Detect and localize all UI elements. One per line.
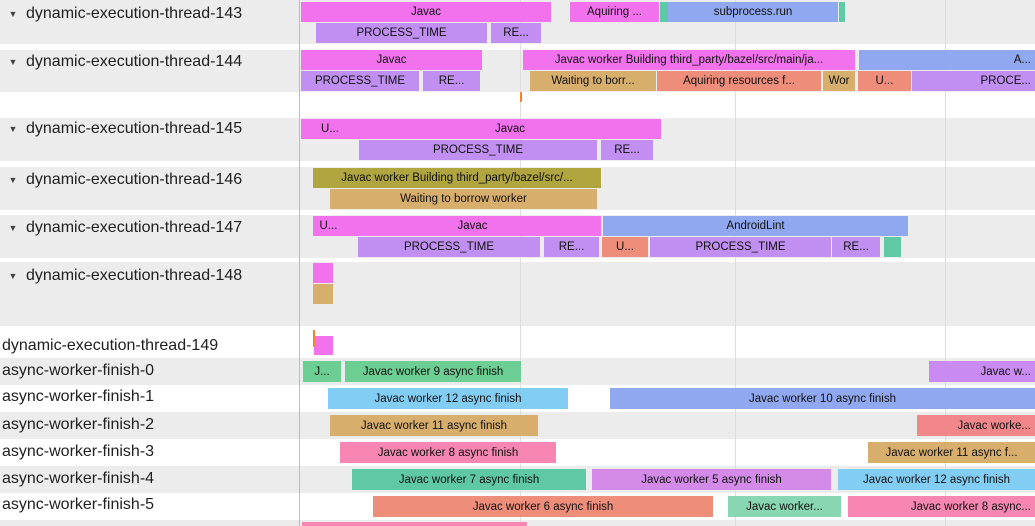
track-name: async-worker-finish-3 (2, 443, 155, 460)
slice[interactable]: Aquiring resources f... (657, 71, 821, 91)
track-name: async-worker-finish-1 (2, 388, 155, 405)
slice[interactable]: Javac worker 11 async f... (868, 442, 1035, 463)
slice[interactable]: PROCESS_TIME (358, 237, 540, 257)
slice[interactable]: Javac worker 6 async finish (373, 496, 713, 517)
slice[interactable] (660, 2, 668, 22)
track-band (0, 262, 1035, 326)
sidebar-item-dynamic-execution-thread-148[interactable]: ▼ dynamic-execution-thread-148 (0, 266, 299, 286)
slice[interactable]: Javac (301, 50, 482, 70)
slice[interactable]: Javac worker 11 async finish (330, 415, 538, 436)
slice[interactable]: RE... (491, 23, 541, 43)
track-name: async-worker-finish-2 (2, 416, 155, 433)
sidebar-item-async-worker-finish-5[interactable]: async-worker-finish-5 (0, 495, 299, 515)
expander-chevron-icon[interactable]: ▼ (8, 9, 18, 19)
slice[interactable]: PROCESS_TIME (650, 237, 831, 257)
slice[interactable]: Waiting to borrow worker (330, 189, 597, 209)
track-name: dynamic-execution-thread-149 (2, 337, 219, 354)
slice[interactable]: Javac worker Building third_party/bazel/… (523, 50, 855, 70)
slice[interactable]: subprocess.run (668, 2, 838, 22)
slice[interactable]: U... (858, 71, 911, 91)
slice[interactable]: J... (303, 361, 341, 382)
slice[interactable]: Javac worker 12 async finish (838, 469, 1035, 490)
slice[interactable]: RE... (601, 140, 653, 160)
instant-marker[interactable] (313, 330, 315, 347)
slice[interactable]: U... (602, 237, 648, 257)
slice[interactable]: Javac worker 8 async finish (340, 442, 556, 463)
track-name: dynamic-execution-thread-144 (26, 53, 243, 70)
slice[interactable]: Javac worker 7 async finish (352, 469, 586, 490)
sidebar-item-async-worker-finish-3[interactable]: async-worker-finish-3 (0, 442, 299, 462)
slice[interactable]: Javac (301, 2, 551, 22)
slice[interactable]: Javac worker 10 async finish (610, 388, 1035, 409)
slice[interactable]: RE... (832, 237, 880, 257)
track-name: dynamic-execution-thread-143 (26, 5, 243, 22)
slice[interactable]: A... (859, 50, 1035, 70)
sidebar-item-dynamic-execution-thread-145[interactable]: ▼ dynamic-execution-thread-145 (0, 119, 299, 139)
time-gridline (520, 0, 521, 526)
sidebar-item-async-worker-finish-4[interactable]: async-worker-finish-4 (0, 469, 299, 489)
expander-chevron-icon[interactable]: ▼ (8, 223, 18, 233)
track-name: dynamic-execution-thread-145 (26, 120, 243, 137)
slice[interactable]: U... (313, 216, 344, 236)
track-name: dynamic-execution-thread-146 (26, 171, 243, 188)
slice[interactable] (314, 336, 333, 355)
slice[interactable]: AndroidLint (603, 216, 908, 236)
slice[interactable]: RE... (544, 237, 599, 257)
expander-chevron-icon[interactable]: ▼ (8, 175, 18, 185)
sidebar-item-dynamic-execution-thread-144[interactable]: ▼ dynamic-execution-thread-144 (0, 52, 299, 72)
slice[interactable] (839, 2, 845, 22)
expander-chevron-icon[interactable]: ▼ (8, 271, 18, 281)
sidebar-item-dynamic-execution-thread-146[interactable]: ▼ dynamic-execution-thread-146 (0, 170, 299, 190)
slice[interactable]: PROCESS_TIME (359, 140, 597, 160)
track-name: dynamic-execution-thread-148 (26, 267, 243, 284)
expander-chevron-icon[interactable]: ▼ (8, 124, 18, 134)
expander-chevron-icon[interactable]: ▼ (8, 57, 18, 67)
slice[interactable]: Javac worker 8 async... (848, 496, 1035, 517)
slice[interactable]: PROCESS_TIME (316, 23, 487, 43)
slice[interactable]: Javac (344, 216, 601, 236)
sidebar-item-dynamic-execution-thread-149[interactable]: dynamic-execution-thread-149 (0, 336, 299, 356)
slice[interactable]: Javac worker Building third_party/bazel/… (313, 168, 601, 188)
instant-marker[interactable] (520, 92, 522, 102)
time-gridline (735, 0, 736, 526)
track-name: async-worker-finish-0 (2, 362, 155, 379)
slice[interactable]: RE... (423, 71, 480, 91)
slice[interactable] (313, 263, 333, 283)
slice[interactable]: Javac worke... (917, 415, 1035, 436)
slice[interactable]: Javac w... (929, 361, 1035, 382)
slice[interactable]: PROCE... (912, 71, 1035, 91)
slice[interactable]: Javac (359, 119, 661, 139)
sidebar-item-async-worker-finish-1[interactable]: async-worker-finish-1 (0, 387, 299, 407)
track-name: async-worker-finish-5 (2, 496, 155, 513)
track-sidebar: ▼ dynamic-execution-thread-143 ▼ dynamic-ex… (0, 0, 300, 526)
slice[interactable]: Waiting to borr... (530, 71, 656, 91)
sidebar-item-async-worker-finish-0[interactable]: async-worker-finish-0 (0, 361, 299, 381)
slice[interactable]: Wor (823, 71, 855, 91)
slice[interactable]: Javac worker... (728, 496, 841, 517)
track-name: async-worker-finish-4 (2, 470, 155, 487)
slice[interactable]: PROCESS_TIME (301, 71, 419, 91)
slice[interactable]: U... (301, 119, 359, 139)
slice[interactable] (884, 237, 901, 257)
time-gridline (945, 0, 946, 526)
track-name: dynamic-execution-thread-147 (26, 219, 243, 236)
sidebar-item-async-worker-finish-2[interactable]: async-worker-finish-2 (0, 415, 299, 435)
timeline-canvas[interactable]: Javac Aquiring ... subprocess.run PROCESS_T… (300, 0, 1035, 526)
sidebar-item-dynamic-execution-thread-147[interactable]: ▼ dynamic-execution-thread-147 (0, 218, 299, 238)
slice[interactable] (302, 522, 527, 526)
sidebar-item-dynamic-execution-thread-143[interactable]: ▼ dynamic-execution-thread-143 (0, 4, 299, 24)
slice[interactable]: Aquiring ... (570, 2, 659, 22)
slice[interactable] (313, 284, 333, 304)
slice[interactable]: Javac worker 5 async finish (592, 469, 831, 490)
slice[interactable]: Javac worker 12 async finish (328, 388, 568, 409)
slice[interactable]: Javac worker 9 async finish (345, 361, 521, 382)
